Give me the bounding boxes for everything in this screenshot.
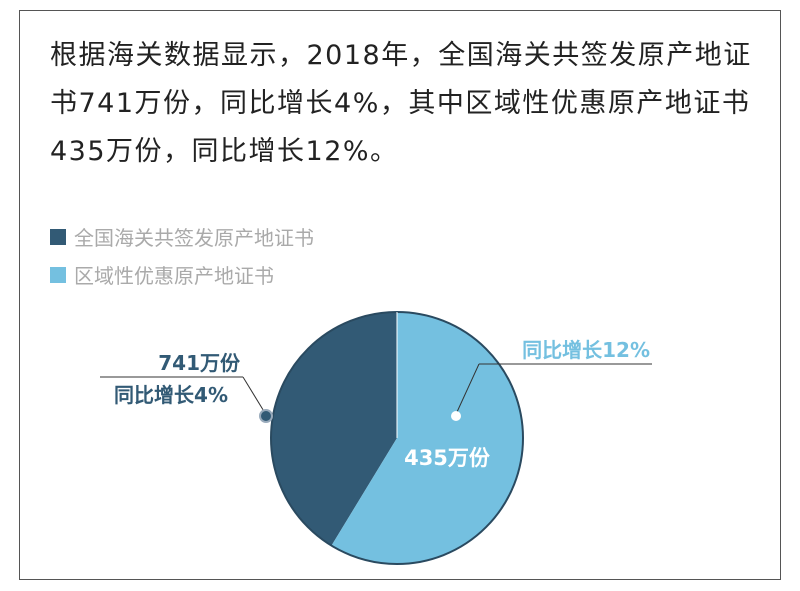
label-preferential-growth: 同比增长12% [522, 338, 650, 362]
legend-swatch-total [50, 228, 66, 245]
callout-dot-preferential [451, 411, 461, 421]
intro-text: 根据海关数据显示，2018年，全国海关共签发原产地证书741万份，同比增长4%，… [50, 40, 752, 167]
pie-slice-total [270, 312, 397, 546]
callout-dot-total [259, 409, 273, 423]
legend-item-total: 全国海关共签发原产地证书 [50, 222, 314, 251]
label-total-value: 741万份 [158, 351, 241, 375]
legend-label-preferential: 区域性优惠原产地证书 [74, 264, 274, 288]
legend-swatch-preferential [50, 266, 66, 283]
legend-item-preferential: 区域性优惠原产地证书 [50, 260, 274, 289]
callout-leader-total [242, 376, 266, 414]
legend-label-total: 全国海关共签发原产地证书 [74, 226, 314, 250]
callout-leader-preferential [456, 363, 480, 413]
label-total-growth: 同比增长4% [114, 383, 228, 407]
label-preferential-value: 435万份 [404, 446, 491, 470]
pie-slice-preferential [331, 312, 523, 564]
frame-border [19, 10, 781, 580]
